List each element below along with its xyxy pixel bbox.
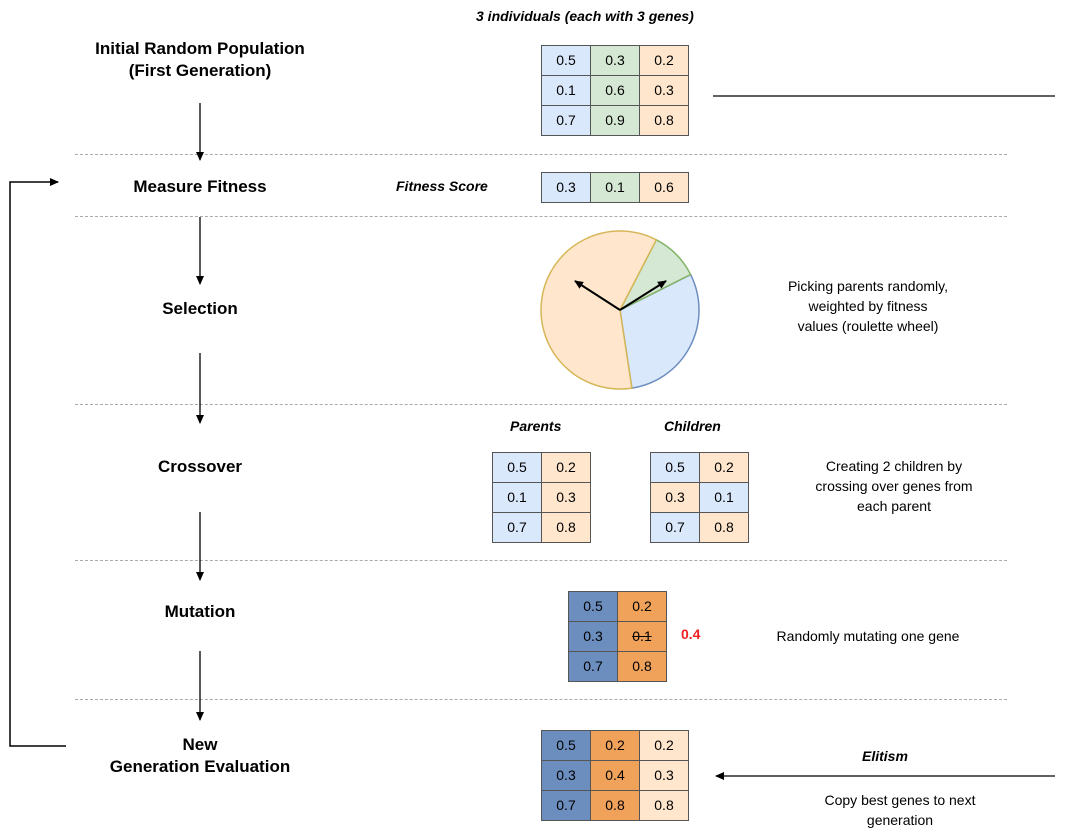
crossover-description-line: crossing over genes from	[815, 478, 973, 494]
new-generation-table: 0.5 0.2 0.2 0.3 0.4 0.3 0.7 0.8 0.8	[541, 730, 689, 821]
elitism-description: Copy best genes to next generation	[780, 790, 1020, 830]
roulette-wheel	[540, 230, 700, 390]
table-row: 0.3 0.4 0.3	[541, 760, 689, 791]
gene-cell: 0.1	[541, 75, 591, 106]
loop-back-arrow	[9, 178, 66, 747]
mutation-description: Randomly mutating one gene	[776, 628, 960, 644]
table-row: 0.3 0.1	[568, 621, 667, 652]
gene-cell: 0.7	[541, 105, 591, 136]
table-row: 0.7 0.8 0.8	[541, 790, 689, 821]
gene-cell: 0.8	[541, 512, 591, 543]
selection-pointer-left	[574, 280, 621, 311]
table-row: 0.5 0.2	[650, 452, 749, 483]
elitism-description-line: generation	[866, 812, 934, 828]
fitness-cell: 0.6	[639, 172, 689, 203]
gene-cell: 0.3	[541, 482, 591, 513]
wheel-slice-individual-3	[540, 230, 658, 390]
gene-cell: 0.5	[650, 452, 700, 483]
divider	[75, 154, 1007, 155]
stage-crossover: Crossover	[157, 457, 243, 476]
fitness-score-label: Fitness Score	[396, 178, 488, 194]
gene-cell: 0.7	[541, 790, 591, 821]
gene-cell: 0.4	[590, 760, 640, 791]
mutation-table: 0.5 0.2 0.3 0.1 0.7 0.8	[568, 591, 667, 682]
selection-description-line: weighted by fitness	[808, 298, 928, 314]
gene-cell: 0.8	[617, 651, 667, 682]
gene-cell: 0.6	[590, 75, 640, 106]
gene-cell: 0.2	[590, 730, 640, 761]
table-row: 0.1 0.6 0.3	[541, 75, 689, 106]
divider	[75, 404, 1007, 405]
table-row: 0.5 0.3 0.2	[541, 45, 689, 76]
gene-cell: 0.2	[699, 452, 749, 483]
gene-cell: 0.7	[492, 512, 542, 543]
stage-initial-line2: (First Generation)	[128, 61, 272, 80]
divider	[75, 699, 1007, 700]
stage-selection: Selection	[162, 299, 238, 318]
mutated-gene-cell: 0.1	[617, 621, 667, 652]
gene-cell: 0.5	[541, 730, 591, 761]
gene-cell: 0.7	[650, 512, 700, 543]
crossover-description-line: Creating 2 children by	[825, 458, 963, 474]
divider	[75, 216, 1007, 217]
elitism-description-line: Copy best genes to next	[824, 792, 976, 808]
gene-cell: 0.9	[590, 105, 640, 136]
stage-new-generation-line1: New	[182, 735, 218, 754]
table-row: 0.7 0.9 0.8	[541, 105, 689, 136]
stage-new-generation-line2: Generation Evaluation	[109, 757, 291, 776]
population-table: 0.5 0.3 0.2 0.1 0.6 0.3 0.7 0.9 0.8	[541, 45, 689, 136]
elitism-label: Elitism	[862, 748, 908, 764]
wheel-slice-individual-1	[619, 273, 700, 389]
stage-new-generation: New Generation Evaluation	[40, 734, 360, 778]
stage-initial-line1: Initial Random Population	[95, 39, 305, 58]
gene-cell: 0.2	[639, 45, 689, 76]
gene-cell: 0.1	[699, 482, 749, 513]
fitness-cell: 0.1	[590, 172, 640, 203]
table-row: 0.3 0.1 0.6	[541, 172, 689, 203]
gene-cell: 0.3	[650, 482, 700, 513]
table-row: 0.7 0.8	[568, 651, 667, 682]
fitness-table: 0.3 0.1 0.6	[541, 172, 689, 203]
stage-initial-population: Initial Random Population (First Generat…	[40, 38, 360, 82]
gene-cell: 0.8	[699, 512, 749, 543]
fitness-cell: 0.3	[541, 172, 591, 203]
selection-description: Picking parents randomly, weighted by fi…	[740, 276, 996, 336]
gene-cell: 0.2	[639, 730, 689, 761]
gene-cell: 0.1	[492, 482, 542, 513]
selection-description-line: values (roulette wheel)	[797, 318, 939, 334]
divider	[75, 560, 1007, 561]
gene-cell: 0.8	[639, 790, 689, 821]
table-row: 0.7 0.8	[650, 512, 749, 543]
children-label: Children	[664, 418, 721, 434]
gene-cell: 0.5	[541, 45, 591, 76]
crossover-description: Creating 2 children by crossing over gen…	[774, 456, 1014, 516]
mutated-value: 0.4	[681, 626, 701, 642]
table-row: 0.5 0.2	[568, 591, 667, 622]
gene-cell: 0.2	[541, 452, 591, 483]
children-table: 0.5 0.2 0.3 0.1 0.7 0.8	[650, 452, 749, 543]
gene-cell: 0.7	[568, 651, 618, 682]
table-row: 0.5 0.2 0.2	[541, 730, 689, 761]
crossover-description-line: each parent	[857, 498, 931, 514]
gene-cell: 0.3	[639, 75, 689, 106]
gene-cell: 0.3	[639, 760, 689, 791]
gene-cell: 0.8	[639, 105, 689, 136]
gene-cell: 0.3	[590, 45, 640, 76]
table-row: 0.7 0.8	[492, 512, 591, 543]
selection-pointer-right	[619, 280, 667, 311]
gene-cell: 0.3	[568, 621, 618, 652]
parents-label: Parents	[510, 418, 562, 434]
table-row: 0.1 0.3	[492, 482, 591, 513]
gene-cell: 0.8	[590, 790, 640, 821]
stage-measure-fitness: Measure Fitness	[133, 177, 267, 196]
selection-description-line: Picking parents randomly,	[787, 278, 949, 294]
stage-mutation: Mutation	[164, 602, 236, 621]
table-row: 0.3 0.1	[650, 482, 749, 513]
population-caption: 3 individuals (each with 3 genes)	[476, 8, 694, 24]
parents-table: 0.5 0.2 0.1 0.3 0.7 0.8	[492, 452, 591, 543]
